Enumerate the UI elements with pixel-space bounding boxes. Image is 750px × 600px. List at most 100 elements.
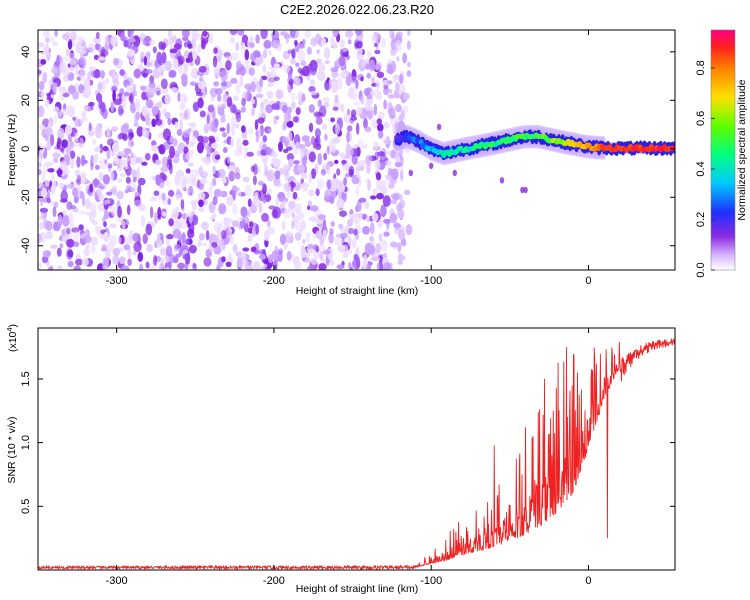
noise-blob [73, 195, 79, 204]
noise-blob [395, 31, 403, 38]
noise-blob [90, 209, 97, 219]
track-satellite [523, 186, 528, 194]
noise-blob [172, 228, 181, 239]
noise-blob [119, 88, 125, 95]
noise-blob [375, 79, 381, 90]
noise-blob [285, 36, 289, 44]
noise-blob [145, 69, 153, 74]
noise-blob [297, 163, 305, 174]
noise-blob [56, 140, 61, 150]
noise-blob [283, 170, 289, 177]
noise-blob [341, 159, 348, 165]
noise-blob [275, 89, 284, 100]
noise-blob [104, 159, 108, 165]
spectrogram-y-axis-title: Frequency (Hz) [6, 114, 18, 186]
noise-blob [397, 259, 403, 265]
noise-blob [249, 42, 255, 48]
noise-blob [371, 119, 378, 129]
noise-blob [345, 145, 354, 157]
noise-blob [201, 221, 209, 231]
noise-blob [162, 60, 166, 73]
noise-blob [66, 227, 71, 235]
noise-blob [266, 169, 275, 182]
noise-blob [365, 215, 371, 223]
noise-blob [320, 169, 326, 176]
noise-blob [45, 251, 52, 256]
noise-blob [223, 216, 231, 227]
noise-blob [189, 263, 193, 268]
noise-blob [379, 239, 388, 252]
noise-blob [336, 168, 341, 176]
snr-x-axis-title: Height of straight line (km) [296, 583, 419, 595]
noise-blob [38, 105, 45, 117]
noise-blob [220, 70, 228, 82]
noise-blob [197, 97, 204, 109]
noise-blob [301, 93, 306, 103]
noise-blob [326, 145, 330, 155]
noise-blob [240, 206, 248, 218]
noise-blob [340, 103, 345, 113]
noise-blob [67, 260, 74, 268]
noise-blob [38, 262, 42, 269]
noise-blob [263, 39, 272, 49]
noise-blob [42, 71, 48, 84]
noise-blob [403, 189, 411, 196]
noise-blob [307, 200, 312, 207]
noise-blob [198, 199, 204, 208]
noise-blob [230, 236, 234, 245]
snr-multiplier-exponent: 4 [5, 327, 14, 331]
noise-blob [376, 192, 384, 200]
colorbar-tick-label: 0.0 [695, 262, 707, 277]
noise-blob [40, 198, 44, 207]
noise-blob [62, 92, 70, 98]
noise-blob [80, 48, 85, 55]
noise-blob [74, 132, 79, 143]
noise-blob [169, 48, 178, 54]
noise-blob [225, 59, 232, 71]
noise-blob [145, 152, 151, 161]
noise-blob [389, 212, 398, 224]
noise-blob [103, 231, 109, 243]
noise-blob [46, 140, 52, 151]
noise-blob [106, 241, 114, 253]
noise-blob [355, 41, 363, 49]
noise-blob [50, 244, 58, 249]
noise-blob [246, 151, 254, 157]
y-tick-label: 1.5 [20, 371, 32, 386]
noise-blob [127, 258, 132, 266]
noise-blob [232, 190, 236, 201]
noise-blob [295, 62, 300, 67]
noise-blob [47, 168, 55, 173]
noise-blob [329, 228, 334, 235]
noise-blob [239, 75, 244, 87]
colorbar-tick-label: 0.2 [695, 212, 707, 227]
noise-blob [79, 58, 84, 66]
noise-blob [64, 124, 73, 136]
noise-blob [355, 30, 363, 36]
noise-blob [106, 126, 111, 139]
noise-blob [225, 261, 232, 267]
noise-blob [149, 39, 156, 46]
noise-blob [133, 199, 142, 207]
noise-blob [363, 254, 368, 263]
noise-blob [247, 86, 251, 95]
noise-blob [78, 224, 84, 231]
noise-blob [165, 245, 173, 257]
noise-blob [292, 116, 299, 123]
noise-blob [53, 114, 58, 124]
noise-blob [162, 42, 167, 49]
noise-blob [147, 88, 156, 96]
noise-blob [249, 35, 254, 43]
noise-blob [61, 139, 68, 149]
noise-blob [112, 254, 120, 265]
noise-blob [38, 149, 44, 162]
noise-blob [363, 144, 368, 149]
noise-blob [266, 71, 271, 80]
noise-blob [383, 218, 391, 224]
noise-blob [139, 263, 144, 270]
noise-blob [317, 153, 323, 166]
noise-blob [188, 244, 197, 254]
noise-blob [386, 150, 390, 156]
noise-blob [70, 204, 77, 210]
